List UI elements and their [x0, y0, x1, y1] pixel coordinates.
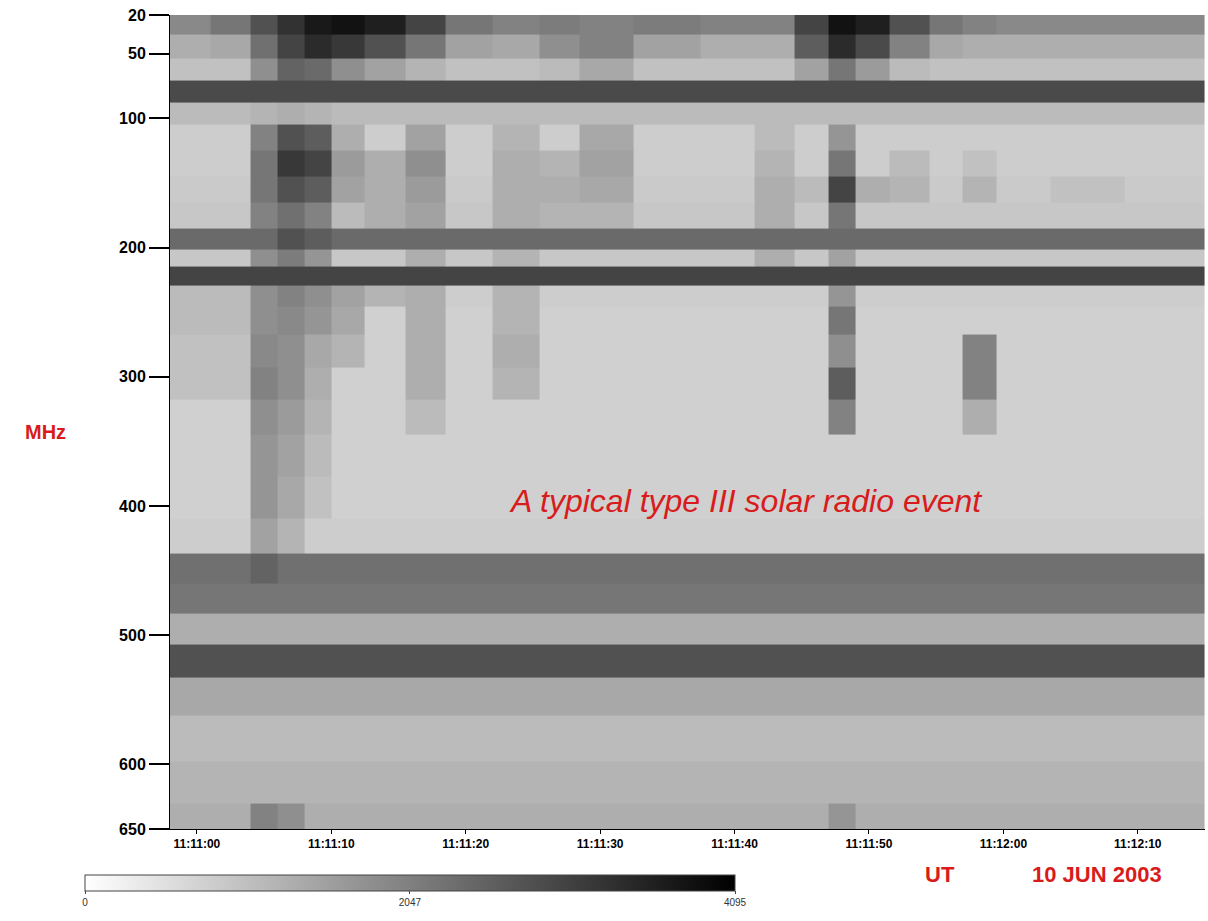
svg-text:A typical type III solar radio: A typical type III solar radio event	[509, 483, 982, 519]
svg-text:11:11:00: 11:11:00	[174, 837, 221, 851]
svg-text:650: 650	[119, 821, 146, 838]
svg-text:2047: 2047	[399, 897, 422, 908]
svg-text:50: 50	[128, 45, 146, 62]
svg-text:300: 300	[119, 368, 146, 385]
svg-text:11:11:40: 11:11:40	[711, 837, 758, 851]
svg-text:0: 0	[82, 897, 88, 908]
svg-text:11:11:50: 11:11:50	[846, 837, 893, 851]
svg-text:100: 100	[119, 110, 146, 127]
svg-text:11:11:30: 11:11:30	[577, 837, 624, 851]
svg-text:600: 600	[119, 756, 146, 773]
svg-text:20: 20	[128, 7, 146, 24]
svg-text:MHz: MHz	[25, 421, 66, 443]
svg-text:11:11:10: 11:11:10	[308, 837, 355, 851]
svg-text:10 JUN 2003: 10 JUN 2003	[1032, 862, 1162, 887]
svg-text:200: 200	[119, 239, 146, 256]
svg-text:4095: 4095	[724, 897, 747, 908]
svg-text:11:11:20: 11:11:20	[442, 837, 489, 851]
svg-text:11:12:00: 11:12:00	[980, 837, 1028, 851]
svg-text:500: 500	[119, 627, 146, 644]
svg-text:UT: UT	[925, 862, 955, 887]
svg-text:11:12:10: 11:12:10	[1114, 837, 1162, 851]
svg-text:400: 400	[119, 498, 146, 515]
